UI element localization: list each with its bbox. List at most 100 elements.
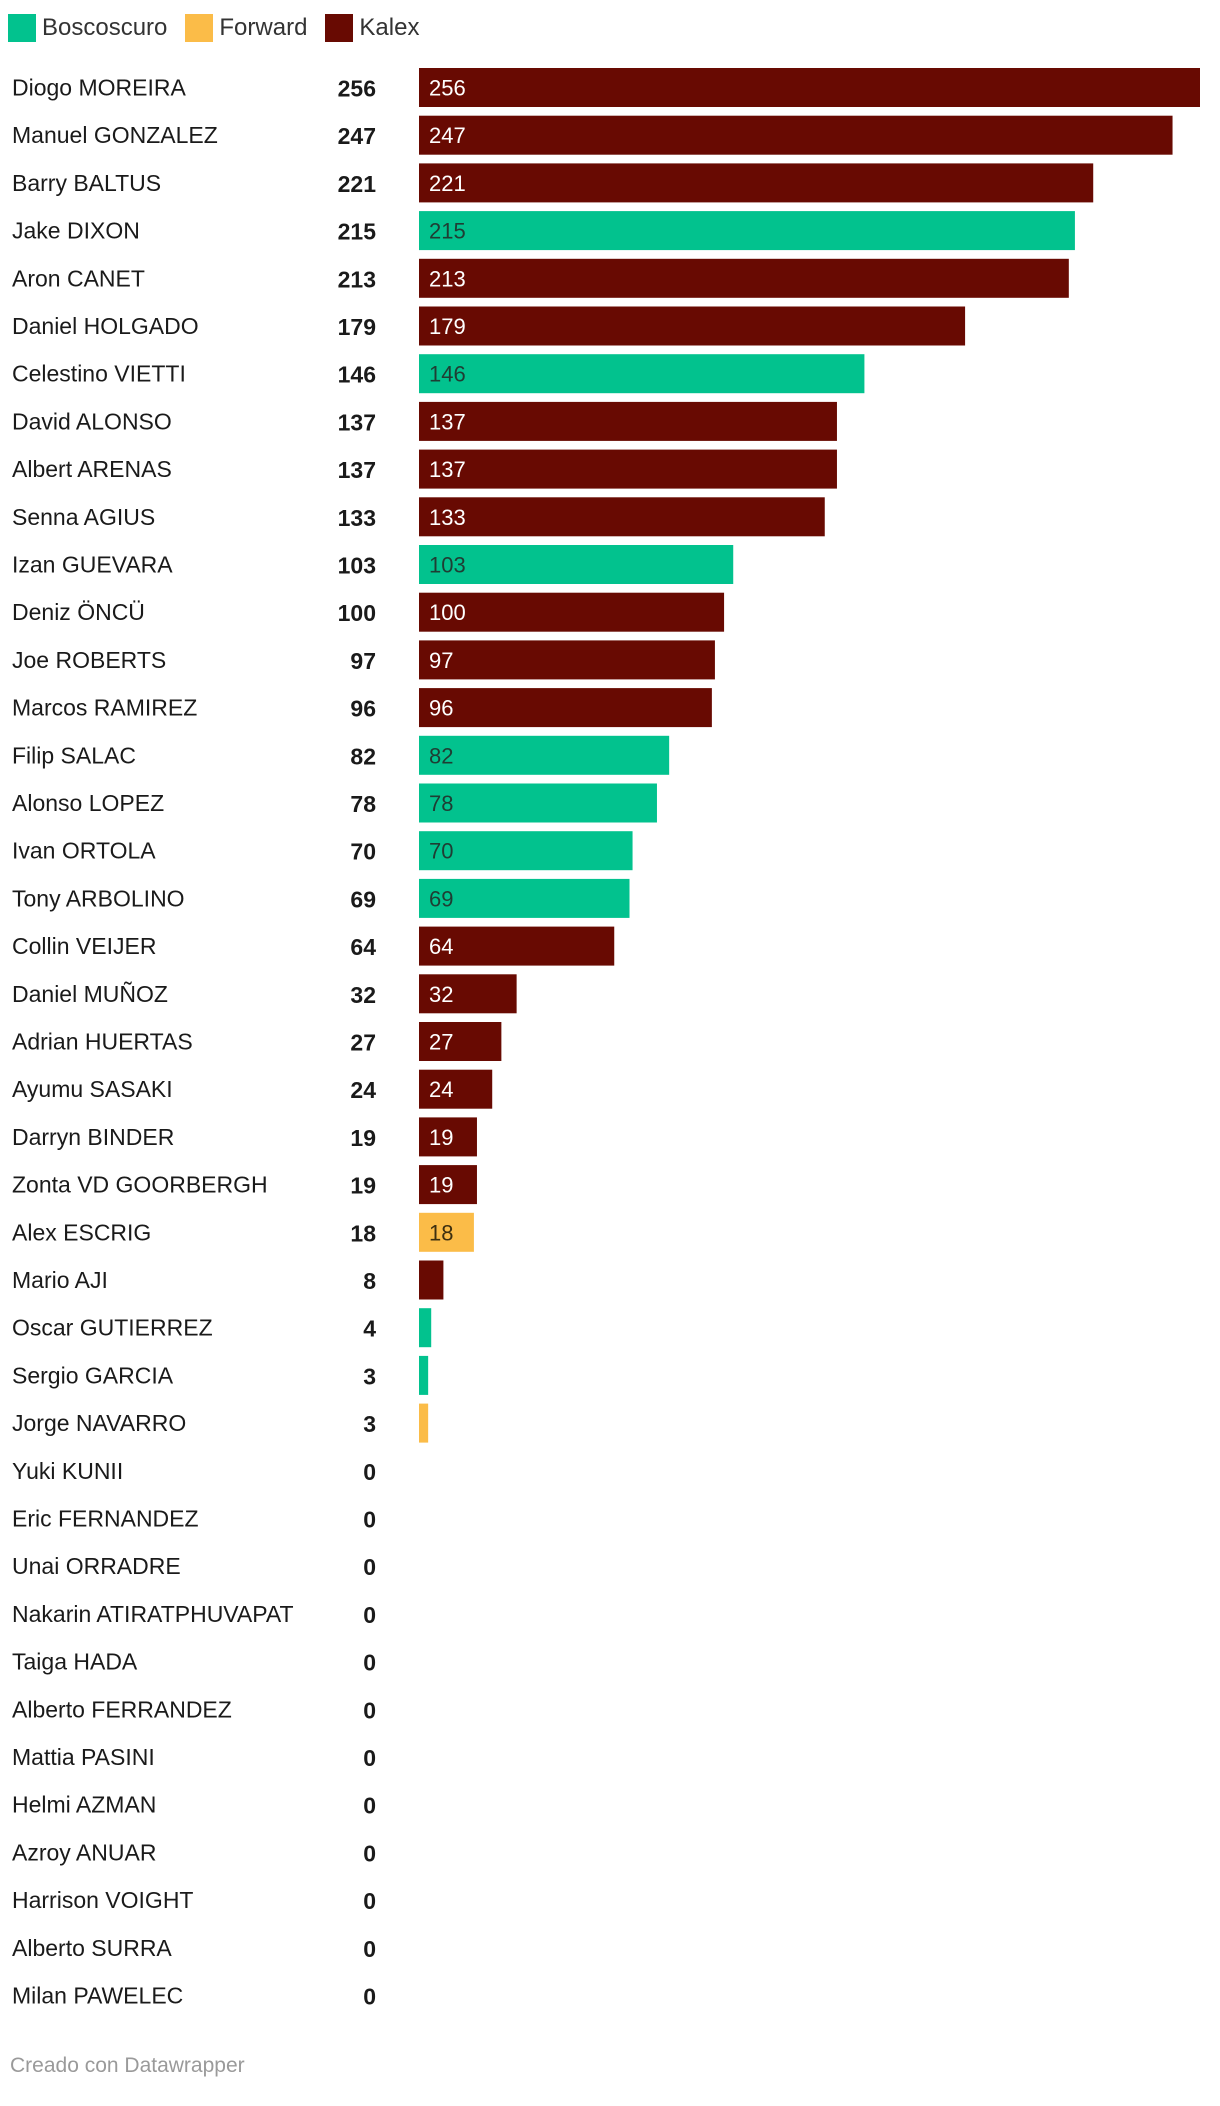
row-value: 64: [350, 934, 376, 960]
row-value: 8: [363, 1268, 376, 1294]
row-label: Yuki KUNII: [12, 1458, 123, 1484]
bar-data-label: 133: [429, 505, 466, 530]
bar-data-label: 18: [429, 1220, 453, 1245]
row-label: Oscar GUTIERREZ: [12, 1315, 213, 1341]
row-value: 215: [338, 219, 377, 245]
row-value: 4: [363, 1316, 376, 1342]
row-label: Jake DIXON: [12, 218, 140, 244]
bar-data-label: 100: [429, 600, 466, 625]
row-label: Mattia PASINI: [12, 1744, 155, 1770]
row-value: 0: [363, 1602, 376, 1628]
bar-kalex: [419, 115, 1173, 155]
row-value: 3: [363, 1411, 376, 1437]
row-value: 0: [363, 1554, 376, 1580]
row-value: 0: [363, 1507, 376, 1533]
row-label: Filip SALAC: [12, 742, 136, 768]
row-value: 0: [363, 1697, 376, 1723]
bar-data-label: 179: [429, 314, 466, 339]
bar-data-label: 78: [429, 791, 453, 816]
bar-kalex: [419, 1165, 477, 1205]
bar-data-label: 96: [429, 696, 453, 721]
row-label: Daniel HOLGADO: [12, 313, 199, 339]
row-label: Helmi AZMAN: [12, 1792, 156, 1818]
row-value: 0: [363, 1459, 376, 1485]
bar-kalex: [419, 1117, 477, 1157]
bar-data-label: 137: [429, 409, 466, 434]
bar-data-label: 19: [429, 1125, 453, 1150]
legend-item: Kalex: [325, 14, 419, 42]
row-label: David ALONSO: [12, 408, 172, 434]
bar-data-label: 146: [429, 362, 466, 387]
row-value: 18: [350, 1220, 376, 1246]
bar-boscoscuro: [419, 878, 630, 918]
bar-kalex: [419, 163, 1094, 203]
bar-kalex: [419, 68, 1200, 107]
row-value: 221: [338, 171, 377, 197]
row-label: Darryn BINDER: [12, 1124, 174, 1150]
row-label: Sergio GARCIA: [12, 1362, 174, 1388]
row-value: 19: [350, 1173, 376, 1199]
row-value: 32: [350, 982, 376, 1008]
row-value: 82: [350, 743, 376, 769]
bar-kalex: [419, 258, 1069, 298]
bar-data-label: 70: [429, 839, 453, 864]
row-label: Milan PAWELEC: [12, 1983, 183, 2009]
row-label: Joe ROBERTS: [12, 647, 166, 673]
bar-data-label: 256: [429, 76, 466, 101]
bar-data-label: 137: [429, 457, 466, 482]
bar-boscoscuro: [419, 1355, 429, 1395]
legend-swatch: [185, 14, 214, 42]
bar-kalex: [419, 1069, 493, 1109]
row-label: Izan GUEVARA: [12, 552, 173, 578]
row-value: 179: [338, 314, 376, 340]
row-label: Daniel MUÑOZ: [12, 981, 168, 1007]
row-value: 69: [350, 886, 376, 912]
row-label: Azroy ANUAR: [12, 1839, 156, 1865]
row-value: 137: [338, 409, 376, 435]
row-value: 0: [363, 1745, 376, 1771]
bar-boscoscuro: [419, 354, 865, 394]
row-label: Celestino VIETTI: [12, 361, 186, 387]
bar-boscoscuro: [419, 735, 670, 775]
legend-item: Forward: [185, 14, 307, 42]
row-label: Unai ORRADRE: [12, 1553, 181, 1579]
row-label: Deniz ÖNCÜ: [12, 599, 145, 625]
bar-kalex: [419, 688, 712, 728]
bar-kalex: [419, 1260, 444, 1300]
bar-data-label: 32: [429, 982, 453, 1007]
row-value: 100: [338, 600, 376, 626]
bar-data-label: 247: [429, 123, 466, 148]
row-value: 78: [350, 791, 376, 817]
bar-data-label: 103: [429, 553, 466, 578]
row-label: Aron CANET: [12, 265, 145, 291]
row-value: 97: [350, 648, 376, 674]
footer-credit: Creado con Datawrapper: [10, 2054, 245, 2077]
bar-kalex: [419, 592, 725, 632]
row-label: Tony ARBOLINO: [12, 885, 185, 911]
row-label: Ivan ORTOLA: [12, 838, 156, 864]
row-value: 133: [338, 505, 376, 531]
bar-boscoscuro: [419, 211, 1075, 251]
row-value: 137: [338, 457, 376, 483]
row-value: 19: [350, 1125, 376, 1151]
row-label: Eric FERNANDEZ: [12, 1506, 199, 1532]
row-label: Collin VEIJER: [12, 933, 156, 959]
row-label: Mario AJI: [12, 1267, 108, 1293]
row-label: Alex ESCRIG: [12, 1219, 151, 1245]
legend-item: Boscoscuro: [8, 14, 167, 42]
row-label: Senna AGIUS: [12, 504, 155, 530]
row-value: 3: [363, 1363, 376, 1389]
row-value: 103: [338, 553, 376, 579]
bar-kalex: [419, 974, 517, 1014]
row-label: Albert ARENAS: [12, 456, 172, 482]
bar-kalex: [419, 401, 837, 441]
bar-data-label: 82: [429, 743, 453, 768]
bar-kalex: [419, 306, 966, 346]
legend-label: Boscoscuro: [42, 14, 168, 41]
row-value: 247: [338, 123, 376, 149]
row-label: Diogo MOREIRA: [12, 75, 186, 101]
row-value: 213: [338, 266, 376, 292]
bar-data-label: 24: [429, 1077, 453, 1102]
row-value: 0: [363, 1840, 376, 1866]
